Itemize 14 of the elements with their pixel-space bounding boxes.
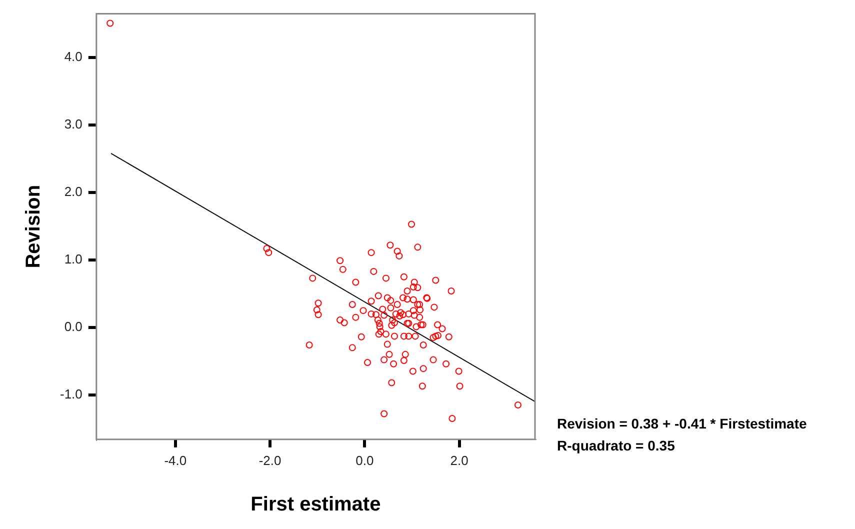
x-tick-label: -2.0 xyxy=(258,452,282,468)
x-tick-label: -4.0 xyxy=(164,452,187,468)
y-tick-label: 0.0 xyxy=(64,319,82,334)
y-tick-label: -1.0 xyxy=(60,386,82,402)
y-axis-title: Revision xyxy=(22,184,45,268)
text: Revision = 0.38 + -0.41 * Firstestimate xyxy=(557,415,808,432)
y-tick-label: 4.0 xyxy=(64,49,82,64)
x-axis-title: First estimate xyxy=(250,494,381,516)
y-tick-label: 1.0 xyxy=(64,252,82,267)
text: R-quadrato = 0.35 xyxy=(557,437,676,454)
y-tick-label: 2.0 xyxy=(64,184,82,200)
y-tick-label: 3.0 xyxy=(64,116,82,132)
x-tick-label: 0.0 xyxy=(356,452,374,468)
x-tick-label: 2.0 xyxy=(450,452,468,468)
